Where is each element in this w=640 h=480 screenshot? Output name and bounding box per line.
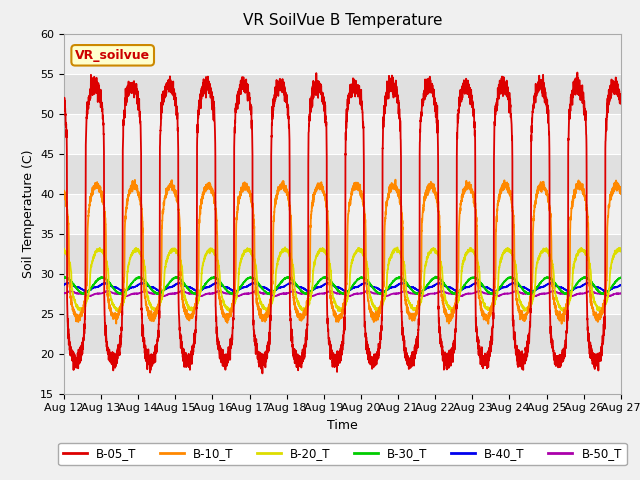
B-20_T — [436, 259, 444, 264]
Bar — [64, 34, 621, 73]
X-axis label: Time: Time — [327, 419, 358, 432]
Bar — [64, 234, 621, 274]
B-05_T — [467, 92, 475, 97]
B-20_T — [160, 280, 168, 286]
Bar — [64, 114, 621, 154]
Text: VR_soilvue: VR_soilvue — [75, 49, 150, 62]
B-10_T — [617, 191, 625, 196]
B-30_T — [617, 275, 625, 281]
B-10_T — [484, 321, 492, 327]
B-10_T — [160, 198, 168, 204]
Y-axis label: Soil Temperature (C): Soil Temperature (C) — [22, 149, 35, 278]
B-05_T — [259, 371, 266, 376]
B-40_T — [499, 285, 507, 290]
B-30_T — [60, 275, 68, 280]
B-20_T — [617, 249, 625, 254]
Bar — [64, 193, 621, 234]
B-30_T — [468, 275, 476, 281]
Line: B-50_T: B-50_T — [64, 291, 621, 296]
B-10_T — [436, 275, 444, 280]
B-10_T — [322, 198, 330, 204]
Bar — [64, 154, 621, 193]
B-20_T — [281, 244, 289, 250]
B-40_T — [617, 282, 625, 288]
B-50_T — [436, 288, 444, 294]
B-05_T — [322, 113, 330, 119]
B-50_T — [60, 290, 68, 296]
B-20_T — [468, 247, 476, 252]
B-50_T — [467, 291, 475, 297]
B-10_T — [499, 187, 507, 192]
Bar — [64, 313, 621, 354]
B-10_T — [616, 190, 624, 196]
B-50_T — [160, 293, 168, 299]
B-30_T — [322, 275, 330, 280]
B-20_T — [499, 251, 507, 257]
B-10_T — [467, 187, 475, 193]
Line: B-10_T: B-10_T — [64, 180, 621, 324]
B-05_T — [60, 96, 68, 102]
B-20_T — [60, 246, 68, 252]
Legend: B-05_T, B-10_T, B-20_T, B-30_T, B-40_T, B-50_T: B-05_T, B-10_T, B-20_T, B-30_T, B-40_T, … — [58, 443, 627, 465]
B-40_T — [161, 287, 168, 293]
B-30_T — [499, 280, 507, 286]
B-05_T — [436, 341, 444, 347]
B-50_T — [617, 290, 625, 296]
B-40_T — [616, 282, 624, 288]
Line: B-05_T: B-05_T — [64, 72, 621, 373]
B-20_T — [447, 309, 455, 315]
B-20_T — [322, 249, 330, 255]
Bar — [64, 73, 621, 114]
B-30_T — [616, 275, 624, 281]
B-50_T — [616, 290, 624, 296]
B-05_T — [499, 81, 507, 87]
B-05_T — [616, 91, 624, 97]
B-40_T — [436, 280, 444, 286]
B-30_T — [161, 287, 168, 292]
B-50_T — [322, 290, 330, 296]
B-05_T — [573, 70, 581, 75]
Line: B-40_T: B-40_T — [64, 283, 621, 291]
B-40_T — [468, 283, 476, 288]
B-40_T — [60, 282, 68, 288]
B-30_T — [436, 277, 444, 283]
Line: B-20_T: B-20_T — [64, 247, 621, 312]
B-20_T — [616, 248, 624, 254]
Bar — [64, 354, 621, 394]
B-30_T — [432, 274, 440, 279]
B-40_T — [64, 280, 72, 286]
Bar — [64, 274, 621, 313]
B-05_T — [617, 100, 625, 106]
Title: VR SoilVue B Temperature: VR SoilVue B Temperature — [243, 13, 442, 28]
B-10_T — [60, 190, 68, 195]
B-50_T — [197, 293, 205, 299]
B-40_T — [120, 288, 128, 294]
B-10_T — [392, 177, 399, 182]
B-50_T — [499, 291, 507, 297]
B-50_T — [586, 288, 594, 294]
Line: B-30_T: B-30_T — [64, 276, 621, 294]
B-30_T — [79, 291, 86, 297]
B-40_T — [322, 281, 330, 287]
B-05_T — [160, 95, 168, 101]
